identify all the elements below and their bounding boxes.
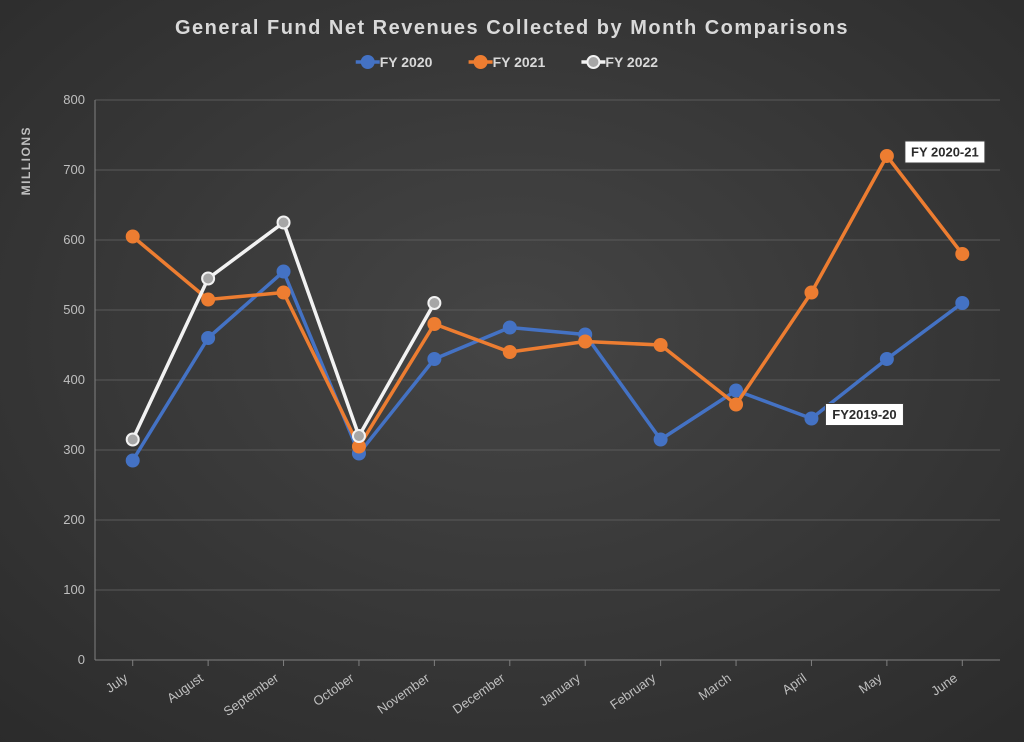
data-point bbox=[428, 318, 440, 330]
data-point bbox=[428, 297, 440, 309]
data-point bbox=[730, 385, 742, 397]
legend-label: FY 2020 bbox=[380, 54, 433, 70]
data-point bbox=[881, 150, 893, 162]
data-point bbox=[202, 332, 214, 344]
data-point bbox=[278, 217, 290, 229]
data-point bbox=[127, 434, 139, 446]
data-point bbox=[805, 287, 817, 299]
data-point bbox=[504, 322, 516, 334]
data-point bbox=[353, 430, 365, 442]
data-point bbox=[504, 346, 516, 358]
annotation-label: FY 2020-21 bbox=[911, 145, 979, 160]
data-point bbox=[655, 434, 667, 446]
data-point bbox=[127, 231, 139, 243]
legend: FY 2020 FY 2021 FY 2022 bbox=[356, 54, 659, 70]
data-point bbox=[278, 266, 290, 278]
y-tick-label: 800 bbox=[63, 92, 85, 107]
data-point bbox=[202, 273, 214, 285]
data-point bbox=[278, 287, 290, 299]
data-point bbox=[127, 455, 139, 467]
chart-title: General Fund Net Revenues Collected by M… bbox=[175, 17, 849, 39]
legend-label: FY 2022 bbox=[605, 54, 658, 70]
y-tick-label: 500 bbox=[63, 302, 85, 317]
data-point bbox=[202, 294, 214, 306]
data-point bbox=[655, 339, 667, 351]
revenue-chart: General Fund Net Revenues Collected by M… bbox=[0, 0, 1024, 742]
y-tick-label: 100 bbox=[63, 582, 85, 597]
data-point bbox=[805, 413, 817, 425]
legend-label: FY 2021 bbox=[493, 54, 546, 70]
y-tick-label: 0 bbox=[78, 652, 85, 667]
legend-item: FY 2021 bbox=[469, 54, 546, 70]
annotation-label: FY2019-20 bbox=[832, 407, 896, 422]
legend-marker-icon bbox=[362, 56, 374, 68]
data-point bbox=[956, 248, 968, 260]
data-point bbox=[428, 353, 440, 365]
legend-marker-icon bbox=[587, 56, 599, 68]
y-tick-label: 700 bbox=[63, 162, 85, 177]
legend-item: FY 2022 bbox=[581, 54, 658, 70]
y-tick-label: 300 bbox=[63, 442, 85, 457]
legend-marker-icon bbox=[475, 56, 487, 68]
data-point bbox=[579, 336, 591, 348]
y-tick-label: 400 bbox=[63, 372, 85, 387]
y-axis-title: MILLIONS bbox=[19, 126, 33, 195]
legend-item: FY 2020 bbox=[356, 54, 433, 70]
y-tick-label: 600 bbox=[63, 232, 85, 247]
data-point bbox=[881, 353, 893, 365]
y-tick-label: 200 bbox=[63, 512, 85, 527]
data-point bbox=[956, 297, 968, 309]
data-point bbox=[730, 399, 742, 411]
chart-svg: General Fund Net Revenues Collected by M… bbox=[0, 0, 1024, 742]
